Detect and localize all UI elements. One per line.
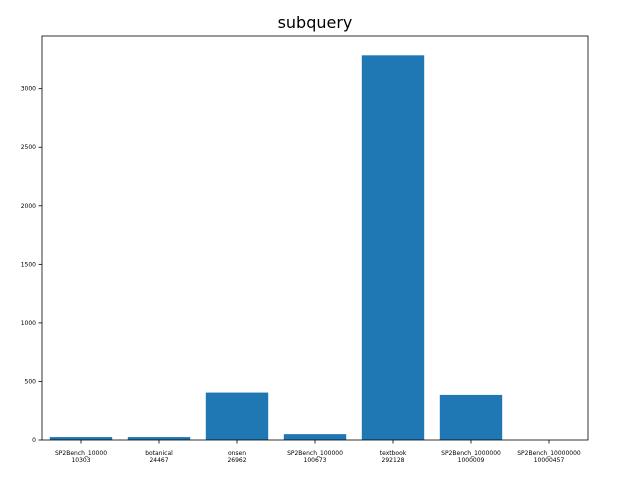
- x-tick-label: textbook: [380, 450, 407, 457]
- y-tick-label: 2500: [21, 144, 36, 151]
- bar: [49, 437, 113, 440]
- plot-frame: [41, 35, 589, 441]
- y-tick-label: 2000: [21, 203, 36, 210]
- chart-title: subquery: [278, 13, 353, 32]
- y-tick-label: 1500: [21, 261, 36, 268]
- bar: [439, 394, 503, 440]
- x-tick-label: 292128: [382, 457, 405, 464]
- x-tick-label: SP2Bench_100000: [287, 450, 343, 457]
- y-tick-label: 0: [32, 437, 36, 444]
- bars-group: [49, 55, 503, 440]
- y-tick-label: 1000: [21, 320, 36, 327]
- x-tick-label: 26962: [227, 457, 246, 464]
- x-tick-label: 24467: [149, 457, 168, 464]
- x-tick-label: SP2Bench_10000: [55, 450, 107, 457]
- bar: [361, 55, 425, 440]
- x-tick-label: botanical: [145, 450, 173, 457]
- y-tick-label: 500: [25, 378, 37, 385]
- y-axis: 0 500 1000 1500 2000 2500 3000: [21, 86, 42, 444]
- bar: [127, 437, 191, 440]
- x-tick-label: onsen: [228, 450, 246, 457]
- x-tick-label: SP2Bench_10000000: [517, 450, 581, 457]
- bar: [283, 434, 347, 440]
- x-tick-label: 1000009: [458, 457, 485, 464]
- x-tick-label: 10303: [71, 457, 90, 464]
- y-tick-label: 3000: [21, 86, 36, 93]
- x-tick-label: 100673: [304, 457, 327, 464]
- x-tick-label: 10000457: [534, 457, 565, 464]
- x-tick-label: SP2Bench_1000000: [441, 450, 501, 457]
- bar: [205, 392, 269, 440]
